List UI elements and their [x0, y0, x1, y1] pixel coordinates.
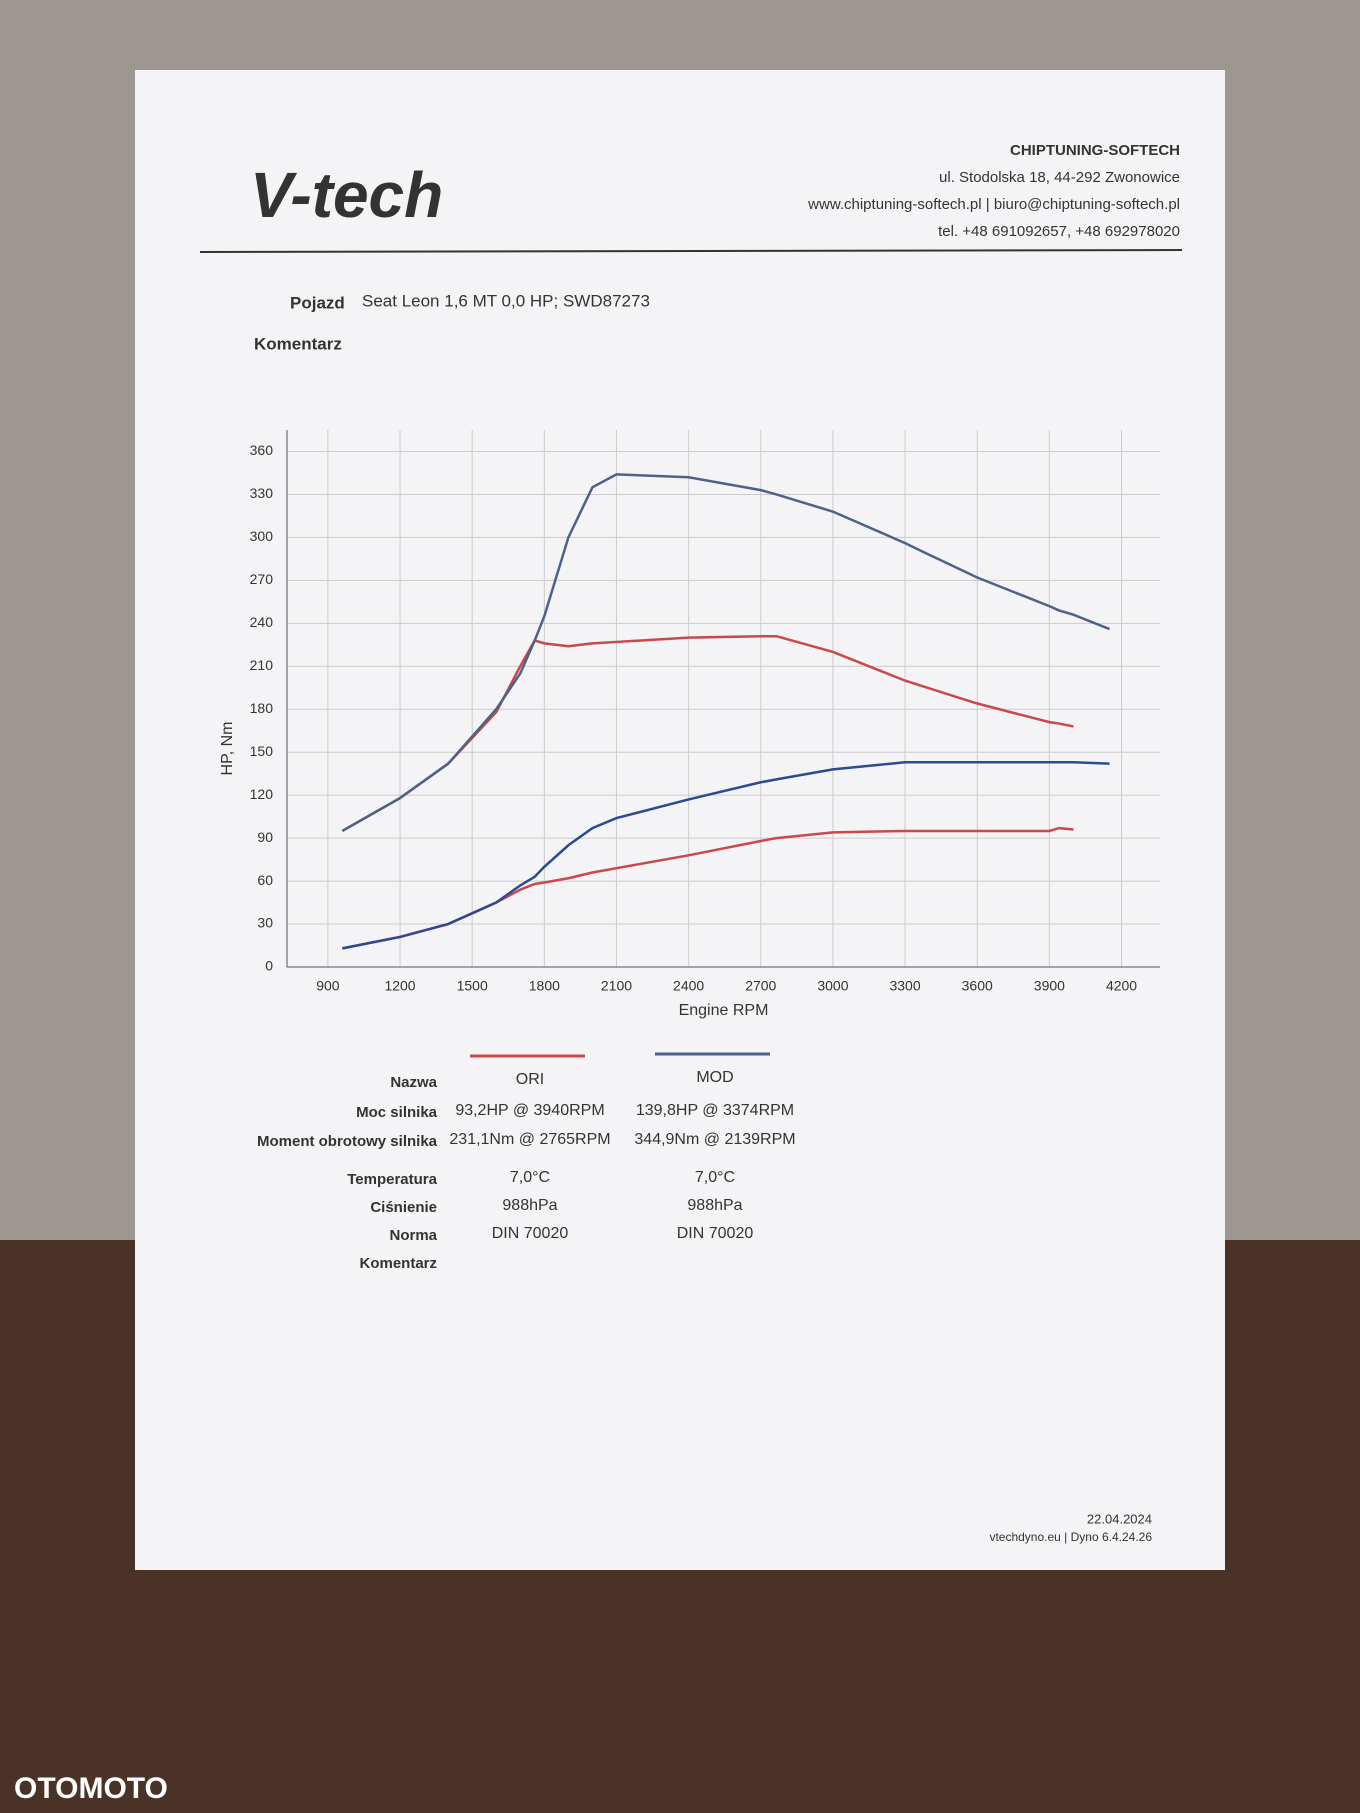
y-tick-label: 30 [257, 915, 273, 931]
cell: 344,9Nm @ 2139RPM [634, 1131, 795, 1148]
y-tick-label: 330 [250, 485, 274, 501]
row-label: Moc silnika [356, 1104, 438, 1121]
x-tick-label: 3000 [817, 978, 848, 994]
chart: 0 30 60 90 120 150 180 210 240 270 300 330 360 900 120… [219, 430, 1160, 1019]
cell: 7,0°C [695, 1169, 735, 1186]
x-tick-label: 4200 [1106, 978, 1137, 994]
cell: 988hPa [687, 1197, 742, 1214]
x-tick-label: 3300 [889, 978, 920, 994]
address: ul. Stodolska 18, 44-292 Zwonowice [939, 169, 1180, 186]
y-tick-label: 0 [265, 958, 273, 974]
y-tick-label: 120 [250, 786, 274, 802]
cell: 7,0°C [510, 1169, 550, 1186]
y-tick-label: 60 [257, 872, 273, 888]
table-label: Nazwa [390, 1074, 437, 1091]
series-line [342, 760, 1110, 950]
y-tick-label: 90 [257, 829, 273, 845]
x-tick-label: 900 [316, 978, 340, 994]
date: 22.04.2024 [1087, 1511, 1152, 1526]
vehicle-label: Pojazd [290, 293, 345, 312]
row-label: Komentarz [359, 1255, 437, 1272]
row-label: Moment obrotowy silnika [257, 1133, 438, 1150]
y-tick-label: 360 [250, 442, 274, 458]
header-rule [199, 249, 1183, 253]
results-table: Nazwa ORI MOD Moc silnika 93,2HP @ 3940RPM 13… [257, 1052, 796, 1272]
paper [135, 70, 1225, 1570]
row-label: Temperatura [347, 1171, 437, 1188]
row-label: Ciśnienie [370, 1199, 437, 1216]
watermark: OTOMOTO [14, 1772, 168, 1805]
legend-label: ORI [516, 1071, 544, 1088]
cell: DIN 70020 [677, 1225, 754, 1242]
y-tick-label: 210 [250, 657, 274, 673]
cell: 231,1Nm @ 2765RPM [449, 1131, 610, 1148]
y-tick-label: 240 [250, 614, 274, 630]
y-axis-label: HP, Nm [219, 722, 236, 776]
x-tick-label: 1200 [384, 978, 415, 994]
cell: 988hPa [502, 1197, 557, 1214]
x-tick-label: 2100 [601, 978, 632, 994]
logo: V-tech [250, 159, 443, 231]
y-tick-label: 150 [250, 743, 274, 759]
y-tick-label: 300 [250, 528, 274, 544]
x-tick-label: 1500 [457, 978, 488, 994]
x-tick-label: 3900 [1034, 978, 1065, 994]
x-tick-label: 2700 [745, 978, 776, 994]
x-tick-label: 3600 [962, 978, 993, 994]
x-tick-label: 2400 [673, 978, 704, 994]
row-label: Norma [389, 1227, 437, 1244]
cell: 93,2HP @ 3940RPM [455, 1102, 604, 1119]
legend-label: MOD [696, 1069, 733, 1086]
vehicle: Seat Leon 1,6 MT 0,0 HP; SWD87273 [362, 291, 650, 310]
x-tick-label: 1800 [529, 978, 560, 994]
y-tick-label: 270 [250, 571, 274, 587]
comment-label: Komentarz [254, 334, 342, 353]
web: www.chiptuning-softech.pl | biuro@chiptu… [807, 196, 1180, 213]
series-line [341, 473, 1110, 833]
x-axis-label: Engine RPM [679, 1002, 769, 1019]
software: vtechdyno.eu | Dyno 6.4.24.26 [989, 1530, 1152, 1544]
cell: 139,8HP @ 3374RPM [636, 1102, 794, 1119]
company: CHIPTUNING-SOFTECH [1010, 142, 1180, 159]
phone: tel. +48 691092657, +48 692978020 [938, 223, 1180, 240]
y-tick-label: 180 [250, 700, 274, 716]
cell: DIN 70020 [492, 1225, 569, 1242]
